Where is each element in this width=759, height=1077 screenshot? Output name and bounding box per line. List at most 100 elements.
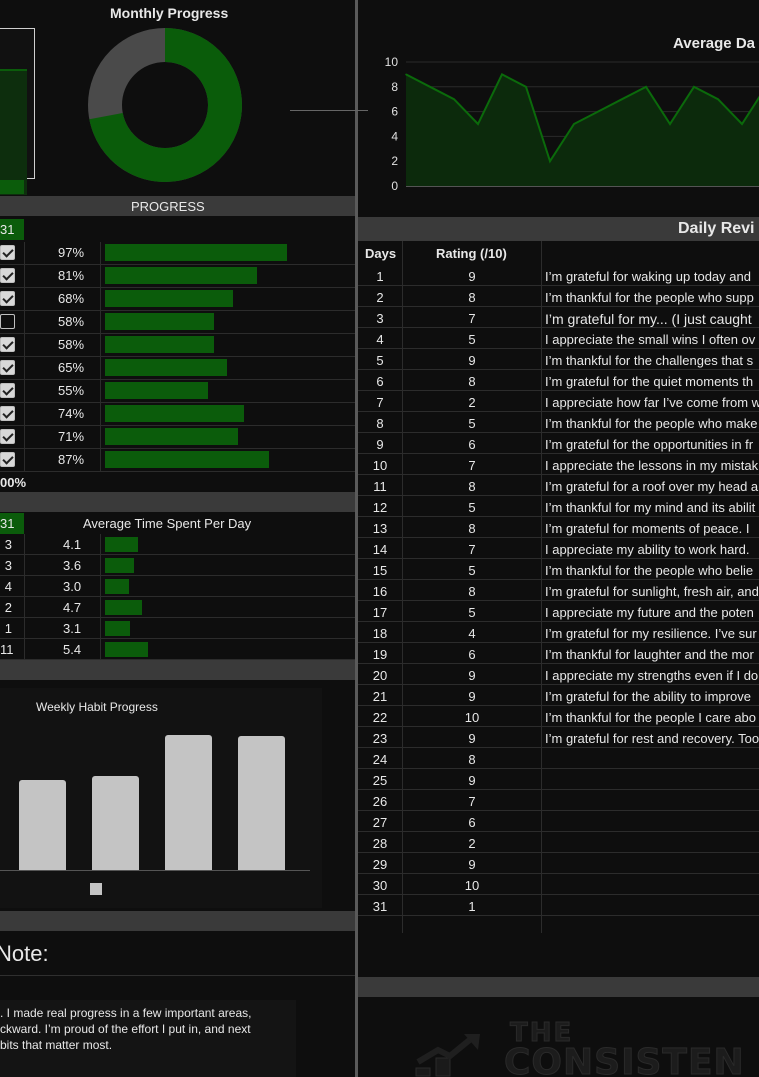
review-text[interactable]: I’m grateful for rest and recovery. Too <box>545 731 759 746</box>
progress-bar <box>105 267 257 284</box>
review-day: 8 <box>376 416 384 431</box>
review-day: 13 <box>372 521 388 536</box>
review-text[interactable]: I’m grateful for sunlight, fresh air, an… <box>545 584 759 599</box>
col-divider <box>24 618 25 639</box>
col-days-header: Days <box>365 246 397 261</box>
review-day: 10 <box>372 458 388 473</box>
avgtime-header: Average Time Spent Per Day <box>83 516 252 531</box>
progress-percent: 97% <box>58 245 85 260</box>
progress-row: 58% <box>0 334 355 357</box>
review-day: 6 <box>376 374 384 389</box>
series-area <box>406 74 759 186</box>
weekly-chart-baseline <box>0 870 310 871</box>
review-rating: 5 <box>468 500 476 515</box>
weekly-bar <box>92 776 139 870</box>
review-text[interactable]: I appreciate the small wins I often ov <box>545 332 756 347</box>
review-text[interactable]: I’m thankful for the people who make <box>545 416 758 431</box>
habit-checkbox[interactable] <box>0 245 15 260</box>
y-tick-label: 4 <box>391 129 398 143</box>
review-day: 11 <box>373 479 387 494</box>
row-divider <box>0 638 355 639</box>
review-text[interactable]: I’m grateful for waking up today and <box>545 269 751 284</box>
row-divider <box>358 747 759 748</box>
habit-checkbox[interactable] <box>0 268 15 283</box>
review-text[interactable]: I’m grateful for the opportunities in fr <box>545 437 754 452</box>
review-text[interactable]: I appreciate my strengths even if I do <box>545 668 759 683</box>
review-col-sep-1 <box>402 241 403 933</box>
review-row: 28 2 <box>358 832 759 853</box>
row-divider <box>358 495 759 496</box>
review-text[interactable]: I appreciate my future and the poten <box>545 605 754 620</box>
series-point <box>621 98 623 100</box>
top-left-chart-frame <box>0 28 35 195</box>
col-divider <box>100 357 101 380</box>
col-divider <box>100 618 101 639</box>
review-day: 23 <box>372 731 388 746</box>
col-divider <box>24 555 25 576</box>
review-text[interactable]: I’m thankful for the challenges that s <box>545 353 754 368</box>
weekly-bars <box>0 688 322 871</box>
row-divider <box>358 894 759 895</box>
habit-checkbox[interactable] <box>0 360 15 375</box>
avgtime-row: 4 3.0 <box>0 576 355 597</box>
series-point <box>549 160 551 162</box>
col-divider <box>24 449 25 472</box>
habit-checkbox[interactable] <box>0 429 15 444</box>
habit-checkbox[interactable] <box>0 291 15 306</box>
habit-checkbox[interactable] <box>0 337 15 352</box>
habit-checkbox[interactable] <box>0 314 15 329</box>
review-text[interactable]: I’m thankful for the people who supp <box>545 290 754 305</box>
note-text-area: . I made real progress in a few importan… <box>0 1000 296 1077</box>
avgtime-rows: 3 4.1 3 3.6 4 3.0 2 4.7 1 3.1 11 5.4 <box>0 534 355 660</box>
review-text[interactable]: I’m thankful for laughter and the mor <box>545 647 754 662</box>
review-row: 26 7 <box>358 790 759 811</box>
progress-footer-band <box>0 492 355 512</box>
review-row: 30 10 <box>358 874 759 895</box>
avgtime-count: 3 <box>4 537 12 552</box>
series-point <box>741 123 743 125</box>
review-text[interactable]: I’m thankful for the people I care abo <box>545 710 757 725</box>
review-text[interactable]: I’m grateful for moments of peace. I <box>545 521 750 536</box>
col-divider <box>24 403 25 426</box>
habit-checkbox[interactable] <box>0 383 15 398</box>
review-row: 4 5 I appreciate the small wins I often ov <box>358 328 759 349</box>
progress-percent: 68% <box>58 291 85 306</box>
review-text[interactable]: I’m grateful for my resilience. I’ve sur <box>545 626 757 641</box>
review-text[interactable]: I’m thankful for the people who belie <box>545 563 754 578</box>
review-row: 23 9 I’m grateful for rest and recovery. T… <box>358 727 759 748</box>
row-divider <box>0 471 355 472</box>
avgtime-count: 1 <box>4 621 12 636</box>
row-divider <box>358 852 759 853</box>
row-divider <box>0 402 355 403</box>
weekly-chart-panel: Weekly Habit Progress <box>0 688 322 908</box>
review-day: 27 <box>372 815 388 830</box>
review-text[interactable]: I appreciate how far I’ve come from w <box>545 395 759 410</box>
row-divider <box>0 333 355 334</box>
review-text[interactable]: I’m grateful for my... (I just caught <box>545 311 752 327</box>
row-divider <box>358 285 759 286</box>
row-divider <box>358 789 759 790</box>
row-divider <box>358 684 759 685</box>
review-text[interactable]: I’m grateful for the quiet moments th <box>545 374 754 389</box>
review-text[interactable]: I’m grateful for a roof over my head a <box>545 479 759 494</box>
review-text[interactable]: I’m thankful for my mind and its abilit <box>545 500 756 515</box>
monthly-progress-donut <box>88 28 242 182</box>
y-tick-label: 0 <box>391 179 398 193</box>
progress-bar <box>105 290 233 307</box>
progress-bar <box>105 244 287 261</box>
row-divider <box>0 379 355 380</box>
habit-checkbox[interactable] <box>0 452 15 467</box>
row-divider <box>358 705 759 706</box>
row-divider <box>0 287 355 288</box>
col-divider <box>24 639 25 660</box>
review-text[interactable]: I appreciate the lessons in my mistak <box>545 458 759 473</box>
weekly-bar <box>238 736 285 870</box>
review-text[interactable]: I appreciate my ability to work hard. <box>545 542 750 557</box>
review-text[interactable]: I’m grateful for the ability to improve <box>545 689 751 704</box>
col-divider <box>100 555 101 576</box>
progress-percent: 74% <box>58 406 85 421</box>
review-row: 5 9 I’m thankful for the challenges that s <box>358 349 759 370</box>
avgtime-value: 4.7 <box>63 600 82 615</box>
col-divider <box>100 380 101 403</box>
habit-checkbox[interactable] <box>0 406 15 421</box>
